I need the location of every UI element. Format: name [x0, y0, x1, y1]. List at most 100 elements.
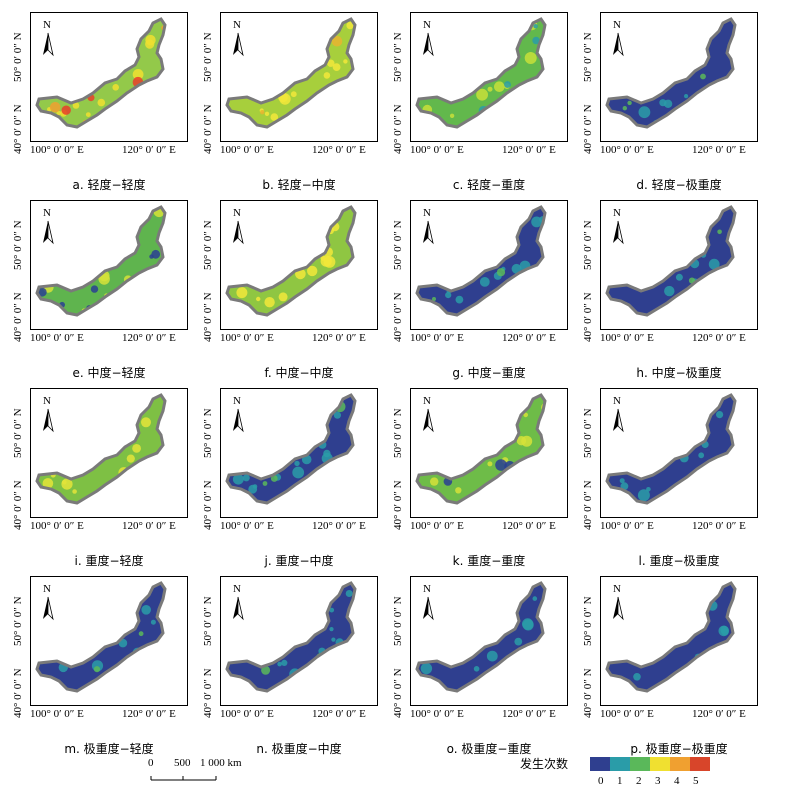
- panel-caption: e. 中度−轻度: [72, 366, 146, 380]
- lat-label-40: 40° 0′ 0″ N: [12, 292, 24, 342]
- hotspot: [495, 459, 507, 471]
- hotspot: [49, 102, 61, 113]
- north-label: N: [43, 207, 51, 219]
- map-frame: N: [30, 388, 188, 518]
- hotspot: [320, 255, 332, 267]
- region-border: [415, 205, 547, 317]
- lon-label-120: 120° 0′ 0″ E: [692, 332, 746, 344]
- lon-label-100: 100° 0′ 0″ E: [600, 144, 654, 156]
- hotspot: [132, 69, 144, 80]
- region-map: [605, 205, 737, 317]
- hotspot: [270, 113, 279, 121]
- hotspot: [449, 113, 455, 119]
- lon-label-120: 120° 0′ 0″ E: [692, 708, 746, 720]
- hotspot: [622, 106, 627, 111]
- lat-label-40: 40° 0′ 0″ N: [12, 104, 24, 154]
- north-label: N: [43, 19, 51, 31]
- lat-label-50: 50° 0′ 0″ N: [392, 408, 404, 458]
- north-label: N: [423, 207, 431, 219]
- region-fill: [227, 19, 355, 127]
- north-arrow: N: [611, 395, 631, 433]
- lon-label-120: 120° 0′ 0″ E: [502, 520, 556, 532]
- panel-caption: f. 中度−中度: [264, 366, 334, 380]
- hotspot: [332, 63, 341, 71]
- lat-label-50: 50° 0′ 0″ N: [582, 220, 594, 270]
- north-arrow-icon: [423, 408, 434, 433]
- hotspot: [42, 478, 54, 489]
- map-frame: N: [600, 200, 758, 330]
- north-label: N: [233, 583, 241, 595]
- hotspot: [684, 94, 689, 99]
- hotspot: [61, 105, 71, 115]
- lat-label-50: 50° 0′ 0″ N: [392, 220, 404, 270]
- hotspot: [236, 287, 248, 299]
- map-panel: 50° 0′ 0″ N 40° 0′ 0″ N N 100° 0′ 0″ E 120° …: [574, 4, 764, 194]
- lon-label-100: 100° 0′ 0″ E: [30, 520, 84, 532]
- hotspot: [325, 90, 330, 95]
- hotspot: [533, 24, 538, 29]
- hotspot: [290, 91, 297, 98]
- hotspot: [487, 86, 493, 92]
- hotspot: [476, 88, 488, 101]
- hotspot: [90, 285, 99, 293]
- legend-swatch: [650, 757, 670, 771]
- map-panel: 50° 0′ 0″ N 40° 0′ 0″ N N 100° 0′ 0″ E 120° …: [384, 568, 574, 758]
- lon-label-100: 100° 0′ 0″ E: [30, 708, 84, 720]
- hotspot: [532, 36, 540, 45]
- lat-label-50: 50° 0′ 0″ N: [12, 32, 24, 82]
- hotspot: [524, 52, 537, 64]
- map-panel: 50° 0′ 0″ N 40° 0′ 0″ N N 100° 0′ 0″ E 120° …: [4, 4, 194, 194]
- hotspot: [242, 474, 250, 482]
- map-panel: 50° 0′ 0″ N 40° 0′ 0″ N N 100° 0′ 0″ E 120° …: [574, 192, 764, 382]
- region-border: [415, 17, 547, 129]
- hotspot: [522, 619, 534, 631]
- lat-label-40: 40° 0′ 0″ N: [582, 668, 594, 718]
- legend-swatch: [630, 757, 650, 771]
- lat-label-50: 50° 0′ 0″ N: [202, 596, 214, 646]
- region-border: [225, 581, 357, 693]
- hotspot: [494, 81, 505, 92]
- lon-label-120: 120° 0′ 0″ E: [122, 332, 176, 344]
- map-frame: N: [220, 576, 378, 706]
- map-frame: N: [410, 12, 568, 142]
- hotspot: [700, 73, 706, 80]
- hotspot: [345, 590, 353, 597]
- region-border: [225, 393, 357, 505]
- map-frame: N: [30, 12, 188, 142]
- north-arrow: N: [611, 583, 631, 621]
- lat-label-40: 40° 0′ 0″ N: [202, 480, 214, 530]
- region-map: [35, 205, 167, 317]
- map-panel: 50° 0′ 0″ N 40° 0′ 0″ N N 100° 0′ 0″ E 120° …: [574, 380, 764, 570]
- hotspot: [260, 110, 265, 115]
- lat-label-40: 40° 0′ 0″ N: [582, 104, 594, 154]
- panel-caption: m. 极重度−轻度: [64, 742, 154, 756]
- hotspot: [93, 666, 101, 673]
- lon-label-100: 100° 0′ 0″ E: [220, 520, 274, 532]
- map-panel: 50° 0′ 0″ N 40° 0′ 0″ N N 100° 0′ 0″ E 120° …: [384, 380, 574, 570]
- hotspot: [511, 263, 522, 274]
- lon-label-100: 100° 0′ 0″ E: [410, 144, 464, 156]
- hotspot: [512, 92, 521, 101]
- hotspot: [294, 460, 300, 467]
- hotspot: [717, 229, 722, 235]
- lat-label-50: 50° 0′ 0″ N: [392, 32, 404, 82]
- region-fill: [37, 207, 165, 315]
- hotspot: [659, 99, 667, 107]
- region-map: [225, 581, 357, 693]
- panel-caption: h. 中度−极重度: [636, 366, 722, 380]
- north-arrow: N: [611, 19, 631, 57]
- hotspot: [329, 607, 335, 613]
- hotspot: [277, 661, 282, 667]
- hotspot: [346, 21, 354, 30]
- lat-label-50: 50° 0′ 0″ N: [12, 220, 24, 270]
- scale-tick-500: 500: [174, 757, 191, 769]
- hotspot: [708, 258, 720, 270]
- region-border: [35, 581, 167, 693]
- north-arrow: N: [231, 19, 251, 57]
- hotspot: [264, 297, 275, 308]
- north-arrow-icon: [233, 32, 244, 57]
- scale-bar-line: [150, 776, 217, 781]
- hotspot: [97, 98, 106, 107]
- hotspot: [329, 627, 334, 632]
- legend-tick: 0: [598, 775, 604, 787]
